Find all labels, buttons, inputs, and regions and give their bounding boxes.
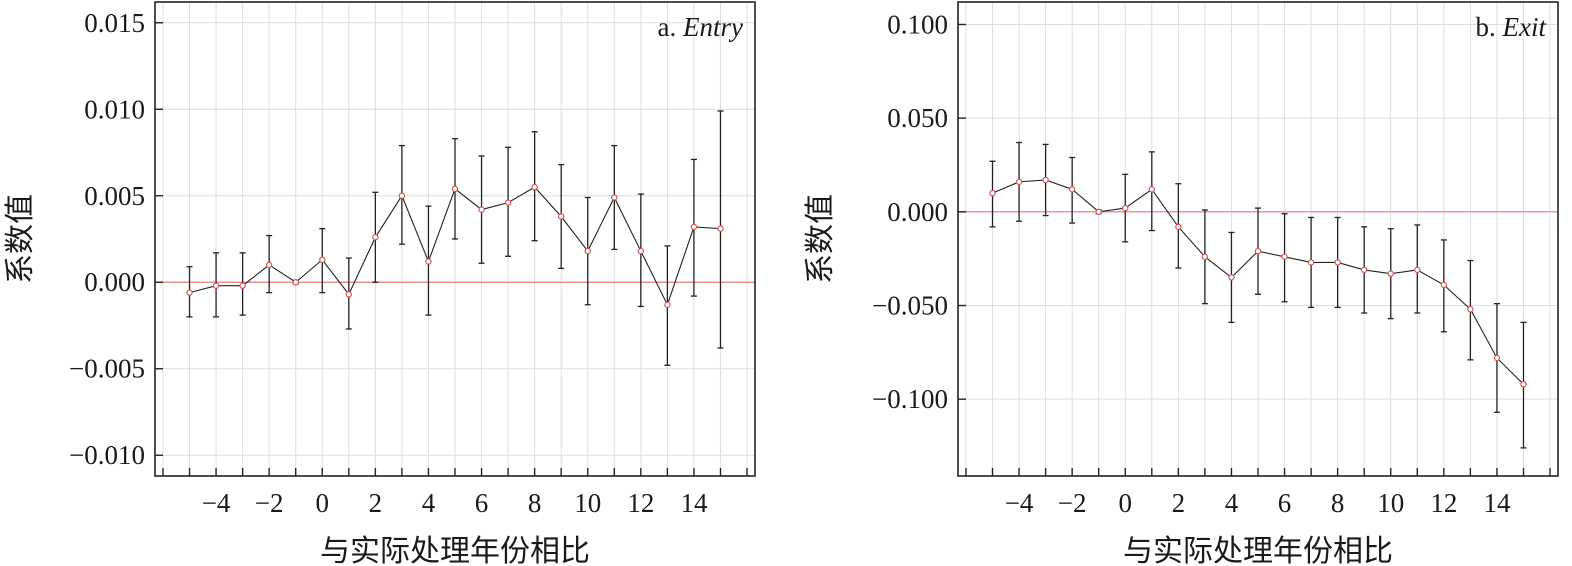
data-point [212,282,220,289]
data-point [1387,270,1394,277]
data-point [989,189,996,197]
x-tick-label: 8 [1331,488,1345,518]
data-point [584,247,591,255]
data-point [239,282,246,289]
data-point [690,223,698,231]
data-point [372,234,379,241]
data-point [1254,247,1262,255]
x-tick-label: 0 [316,488,330,518]
panel-title-name: Exit [1502,12,1548,42]
x-tick-label: 10 [1377,488,1404,518]
data-point [265,261,273,269]
x-tick-label: −2 [1058,488,1087,518]
y-tick-label: −0.050 [872,291,948,321]
data-point [1493,354,1501,362]
data-point [1122,204,1129,212]
x-tick-label: 2 [1172,488,1186,518]
data-point [1042,176,1049,184]
data-point [1068,186,1076,193]
panel-title-prefix: a. [658,12,683,42]
x-tick-label: −4 [1005,488,1034,518]
data-point [319,256,326,263]
data-point [478,206,485,213]
y-tick-label: 0.100 [887,9,948,39]
data-point [504,199,512,206]
data-point [717,225,724,232]
data-point [186,289,193,296]
data-point [1228,274,1235,281]
x-tick-label: 4 [422,488,436,518]
y-axis-title: 系数值 [804,194,837,284]
x-tick-label: 6 [1278,488,1292,518]
x-tick-label: 12 [627,488,654,518]
panel-title: a. Entry [658,12,743,42]
data-point [1148,186,1156,193]
y-tick-label: −0.010 [69,440,145,470]
data-point [557,213,565,220]
x-tick-label: 2 [369,488,383,518]
x-tick-label: 4 [1225,488,1239,518]
data-point [425,258,432,265]
y-tick-label: 0.050 [887,103,948,133]
data-point [451,185,459,193]
data-point [345,291,353,298]
data-point [1520,380,1527,388]
x-tick-label: 12 [1430,488,1457,518]
data-point [611,194,618,201]
x-tick-label: −2 [255,488,284,518]
panel-title: b. Exit [1476,12,1548,42]
y-tick-label: 0.010 [84,94,145,124]
data-point [1175,223,1182,231]
data-point [1201,253,1209,260]
panel-title-prefix: b. [1476,12,1503,42]
y-tick-label: 0.000 [887,197,948,227]
y-tick-label: −0.100 [872,384,948,414]
y-tick-label: 0.000 [84,267,145,297]
x-tick-label: 14 [1483,488,1511,518]
data-point [1281,253,1288,260]
data-point [1095,208,1102,216]
data-point [637,247,645,255]
x-axis-title: 与实际处理年份相比 [320,535,590,566]
exit-panel: −0.100 −0.050 0.000 0.050 0.100 −4 −2 0 2 4 6 8 10 12… [804,1,1559,566]
panel-title-name: Entry [682,12,743,42]
x-tick-label: 6 [475,488,489,518]
x-tick-label: 14 [680,488,708,518]
entry-panel: −0.010 −0.005 0.000 0.005 0.010 0.015 −4 −2 0 2 4 6… [4,1,756,566]
y-axis-title: 系数值 [4,194,37,284]
x-tick-label: −4 [202,488,231,518]
y-tick-label: 0.015 [84,8,145,38]
data-point [1307,259,1315,266]
data-point [664,301,671,308]
data-point [531,183,538,191]
y-tick-label: 0.005 [84,181,145,211]
data-point [1360,266,1368,274]
data-point [1015,178,1023,186]
data-point [1467,306,1474,313]
data-point [398,192,406,199]
data-point [1414,266,1421,274]
data-point [292,279,299,286]
x-tick-label: 0 [1119,488,1133,518]
x-tick-label: 8 [528,488,542,518]
x-tick-label: 10 [574,488,601,518]
data-point [1334,259,1341,266]
y-tick-label: −0.005 [69,354,145,384]
data-point [1440,281,1448,289]
x-axis-title: 与实际处理年份相比 [1123,535,1393,566]
